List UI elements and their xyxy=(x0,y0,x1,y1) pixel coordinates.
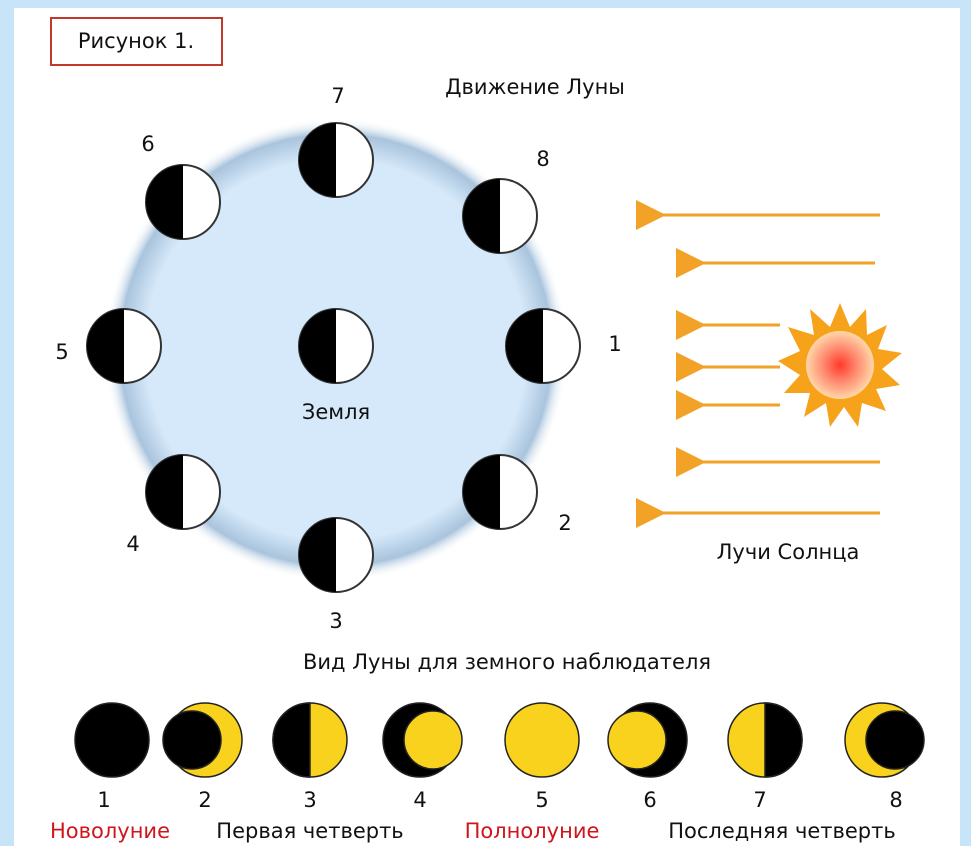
phase-number: 5 xyxy=(535,788,548,812)
orbit-number: 8 xyxy=(536,147,549,171)
phase-number: 1 xyxy=(97,788,110,812)
phase-name: Полнолуние xyxy=(465,819,600,843)
orbit-number: 6 xyxy=(141,132,154,156)
phase-name: Новолуние xyxy=(50,819,170,843)
figure: Рисунок 1. Движение Луны Земля 1 2 3 4 5… xyxy=(0,0,971,846)
phase-number: 4 xyxy=(413,788,426,812)
phase-name: Последняя четверть xyxy=(668,819,896,843)
view-title: Вид Луны для земного наблюдателя xyxy=(303,650,711,674)
figure-label: Рисунок 1. xyxy=(78,29,194,53)
phase-number: 7 xyxy=(753,788,766,812)
phase-number: 6 xyxy=(643,788,656,812)
phase-name: Первая четверть xyxy=(216,819,403,843)
sun-label: Лучи Солнца xyxy=(717,540,860,564)
orbit-number: 5 xyxy=(55,340,68,364)
phase-number: 8 xyxy=(889,788,902,812)
orbit-number: 3 xyxy=(329,609,342,633)
orbit-number: 2 xyxy=(558,511,571,535)
title: Движение Луны xyxy=(445,75,625,99)
phase-number: 3 xyxy=(303,788,316,812)
orbit-number: 1 xyxy=(608,332,621,356)
earth-label: Земля xyxy=(302,400,370,424)
phase-number: 2 xyxy=(198,788,211,812)
orbit-number: 7 xyxy=(331,84,344,108)
orbit-number: 4 xyxy=(126,532,139,556)
